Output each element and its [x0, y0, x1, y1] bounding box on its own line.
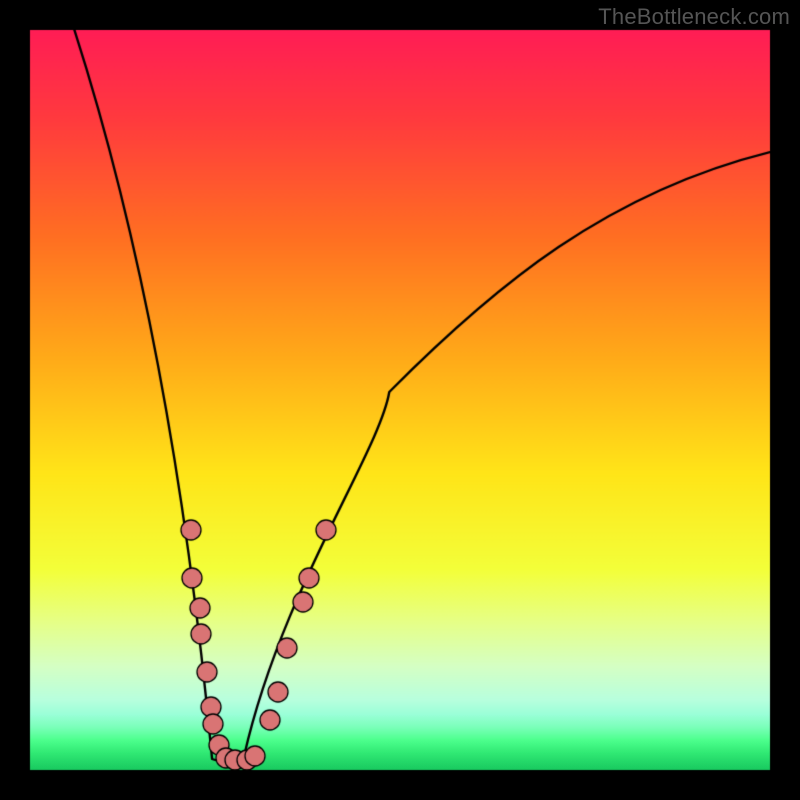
bottleneck-chart-canvas [0, 0, 800, 800]
watermark-label: TheBottleneck.com [598, 4, 790, 30]
